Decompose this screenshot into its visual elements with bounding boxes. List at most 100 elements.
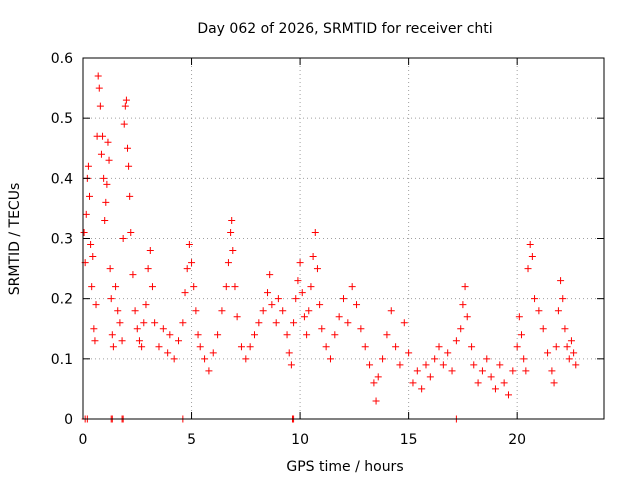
data-point: [287, 361, 295, 369]
data-point: [448, 367, 456, 375]
data-point: [487, 373, 495, 381]
x-tick-label: 10: [291, 432, 309, 448]
data-point: [166, 331, 174, 339]
data-point: [122, 96, 130, 104]
data-point: [357, 325, 365, 333]
data-point: [422, 361, 430, 369]
data-point: [87, 241, 95, 249]
data-point: [557, 277, 565, 285]
x-tick-label: 20: [508, 432, 526, 448]
data-point: [392, 343, 400, 351]
data-point: [531, 295, 539, 303]
data-point: [387, 307, 395, 315]
data-point: [470, 361, 478, 369]
data-point: [120, 120, 128, 128]
data-point: [522, 367, 530, 375]
data-point: [524, 265, 532, 273]
y-tick-label: 0.1: [51, 352, 73, 368]
data-point: [192, 307, 200, 315]
data-point: [515, 313, 523, 321]
data-point: [237, 343, 245, 351]
x-tick-label: 0: [79, 432, 88, 448]
data-point: [227, 228, 235, 236]
data-point: [101, 216, 109, 224]
data-point: [135, 337, 143, 345]
data-point: [307, 283, 315, 291]
y-tick-label: 0.4: [51, 171, 73, 187]
data-point: [290, 319, 298, 327]
data-point: [103, 180, 111, 188]
data-point: [144, 265, 152, 273]
data-point: [326, 355, 334, 363]
data-point: [309, 253, 317, 261]
data-point: [222, 283, 230, 291]
data-point: [461, 283, 469, 291]
data-point: [224, 259, 232, 267]
data-point: [366, 361, 374, 369]
data-point: [148, 283, 156, 291]
data-point: [483, 355, 491, 363]
data-point: [457, 325, 465, 333]
grid-layer: [83, 58, 604, 419]
data-point: [559, 295, 567, 303]
y-tick-label: 0.5: [51, 111, 73, 127]
data-point: [565, 355, 573, 363]
data-point: [544, 349, 552, 357]
data-point: [107, 295, 115, 303]
data-point: [194, 331, 202, 339]
data-point: [374, 373, 382, 381]
data-point: [298, 289, 306, 297]
data-point: [418, 385, 426, 393]
data-point: [100, 174, 108, 182]
data-point: [124, 144, 132, 152]
data-point: [570, 349, 578, 357]
data-point: [92, 301, 100, 309]
data-point: [567, 337, 575, 345]
data-point: [268, 301, 276, 309]
data-point: [478, 367, 486, 375]
data-point: [426, 373, 434, 381]
data-point: [554, 307, 562, 315]
data-point: [292, 295, 300, 303]
data-point: [509, 367, 517, 375]
y-tick-label: 0: [64, 412, 73, 428]
data-point: [133, 325, 141, 333]
data-point: [474, 379, 482, 387]
data-point: [159, 325, 167, 333]
data-point: [285, 349, 293, 357]
data-point: [250, 331, 258, 339]
data-point: [209, 349, 217, 357]
data-point: [500, 379, 508, 387]
data-point: [131, 307, 139, 315]
data-point: [97, 150, 105, 158]
ticks-layer: 0 0.1 0.2 0.3 0.4 0.5 0.6 0 5 10 15 20: [51, 51, 604, 448]
data-point: [372, 397, 380, 405]
data-point: [340, 295, 347, 303]
data-point: [504, 391, 512, 399]
data-point: [188, 259, 196, 267]
data-point: [190, 283, 198, 291]
x-axis-label: GPS time / hours: [286, 459, 403, 475]
data-point: [405, 349, 413, 357]
data-point: [84, 162, 92, 170]
data-point: [353, 301, 361, 309]
data-point: [104, 138, 112, 146]
data-point: [196, 343, 204, 351]
data-point: [283, 331, 291, 339]
data-point: [379, 355, 387, 363]
data-point: [109, 343, 117, 351]
data-point: [214, 331, 222, 339]
data-point: [563, 343, 571, 351]
data-point: [121, 102, 129, 110]
data-point: [116, 319, 124, 327]
data-point: [102, 198, 110, 206]
data-point: [300, 313, 308, 321]
data-point: [409, 379, 417, 387]
data-point: [185, 241, 193, 249]
data-point: [459, 301, 467, 309]
data-point: [520, 355, 528, 363]
data-point: [146, 247, 154, 255]
data-point: [496, 361, 504, 369]
